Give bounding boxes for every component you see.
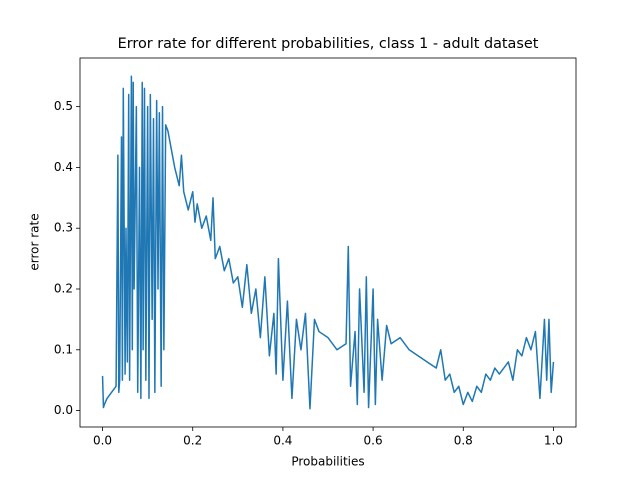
- y-tick-label: 0.0: [54, 403, 73, 417]
- plot-frame: [79, 57, 577, 428]
- y-tick-label: 0.4: [54, 160, 73, 174]
- x-tick-label: 0.8: [454, 434, 473, 448]
- data-line: [101, 75, 555, 410]
- chart-title: Error rate for different probabilities, …: [118, 36, 539, 52]
- x-tick-label: 0.6: [364, 434, 383, 448]
- x-tick-label: 0.2: [183, 434, 202, 448]
- x-axis-label: Probabilities: [291, 455, 364, 469]
- y-tick-label: 0.5: [54, 99, 73, 113]
- y-tick-label: 0.2: [54, 282, 73, 296]
- y-axis-label: error rate: [28, 213, 42, 270]
- x-tick-label: 0.4: [273, 434, 292, 448]
- x-tick-label: 1.0: [544, 434, 563, 448]
- y-tick-label: 0.1: [54, 342, 73, 356]
- x-tick-label: 0.0: [93, 434, 112, 448]
- y-tick-label: 0.3: [54, 221, 73, 235]
